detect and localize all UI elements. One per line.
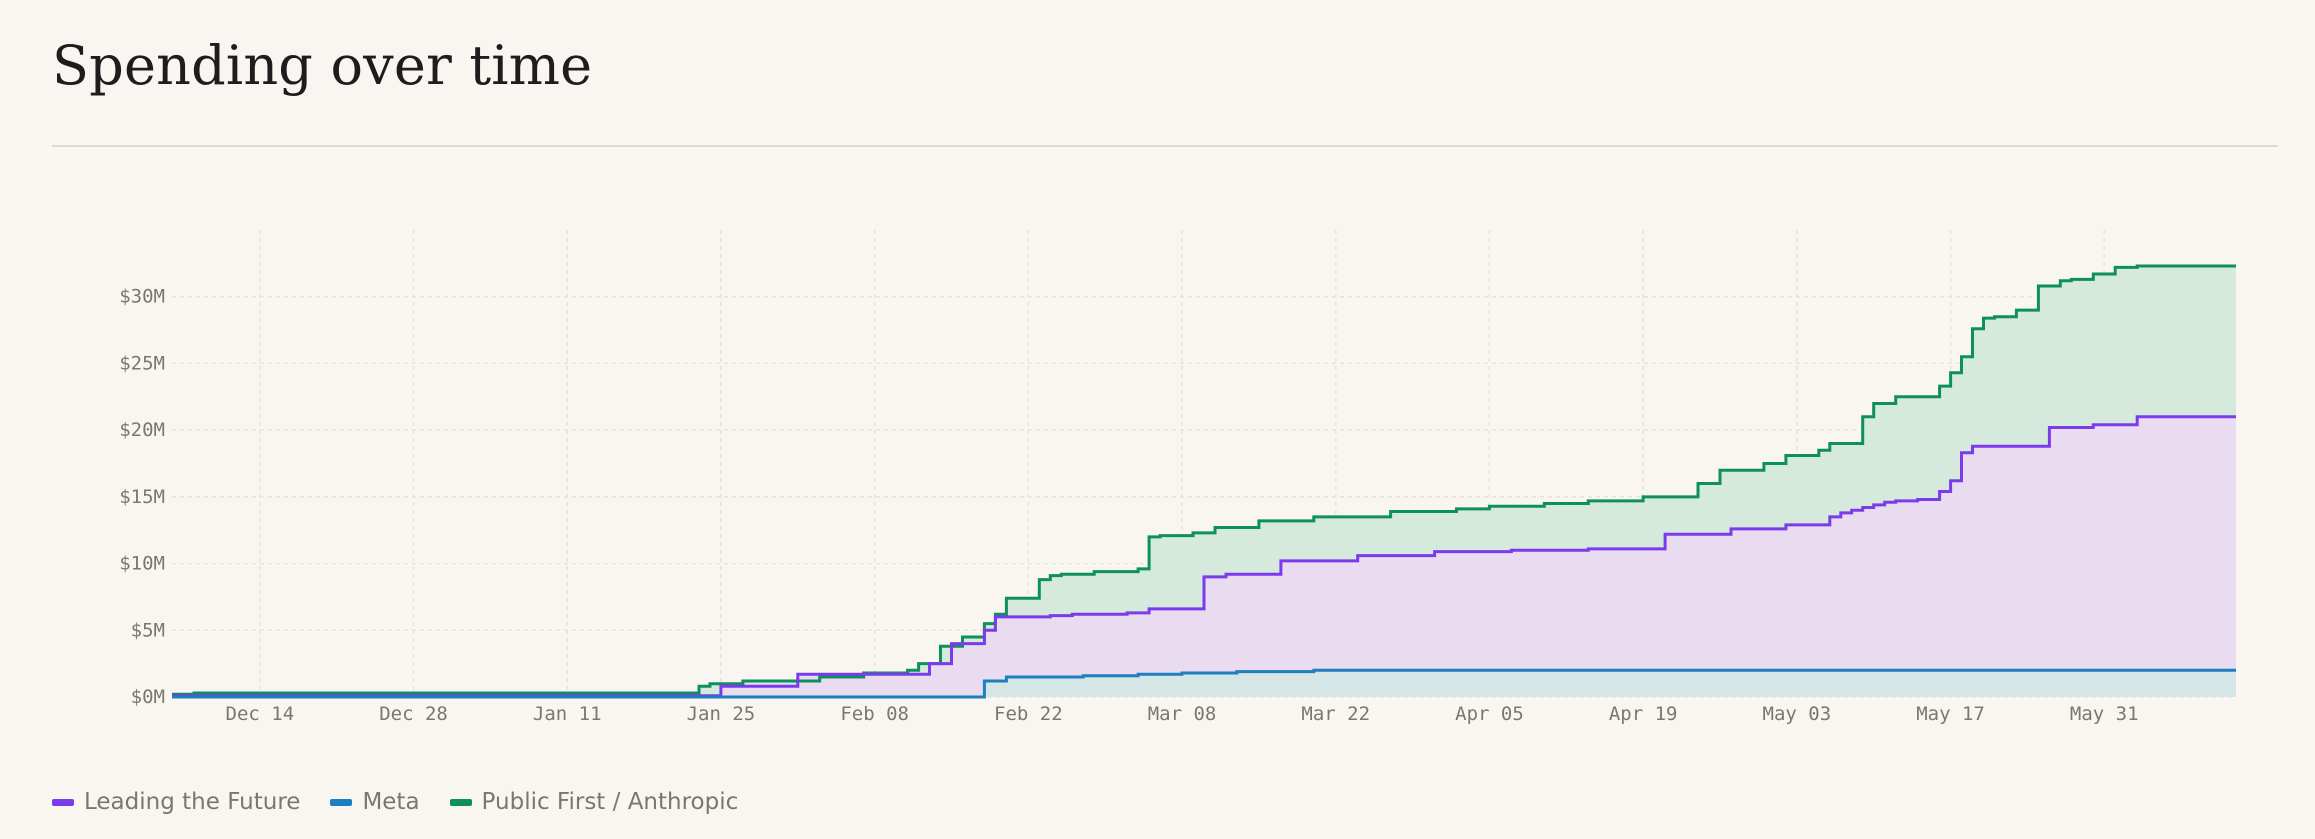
legend-item: Meta: [330, 789, 420, 815]
spending-chart: $0M $5M $10M $15M $20M $25M $30M Dec 14 Dec 28 J…: [119, 230, 2236, 725]
x-tick-label: Apr 19: [1609, 703, 1678, 725]
series-areas: [172, 266, 2236, 697]
area-leading-the-future: [172, 416, 2236, 697]
legend-swatch: [449, 798, 472, 806]
legend-item: Public First / Anthropic: [449, 789, 739, 815]
x-tick-label: Mar 22: [1301, 703, 1370, 725]
x-tick-label: May 03: [1763, 703, 1832, 725]
legend-swatch: [52, 798, 74, 806]
x-tick-label: Dec 14: [226, 703, 295, 725]
legend-label: Public First / Anthropic: [481, 789, 739, 815]
x-tick-label: Dec 28: [379, 703, 448, 725]
x-tick-label: Feb 08: [840, 703, 909, 725]
x-tick-label: May 17: [1916, 703, 1985, 725]
page-title: Spending over time: [52, 34, 593, 97]
legend-label: Meta: [362, 789, 420, 815]
line-public-first-anthropic: [172, 264, 2236, 696]
area-meta: [172, 670, 2236, 697]
x-axis: Dec 14 Dec 28 Jan 11 Jan 25 Feb 08 Feb 22 Mar …: [226, 703, 2139, 725]
legend-swatch: [330, 798, 353, 806]
x-tick-label: May 31: [2070, 703, 2139, 725]
x-tick-label: Apr 05: [1455, 703, 1524, 725]
y-tick-label: $30M: [119, 286, 165, 308]
y-tick-label: $5M: [131, 619, 165, 641]
x-tick-label: Jan 11: [533, 703, 602, 725]
line-meta: [172, 668, 2236, 699]
line-leading-the-future: [172, 415, 2236, 698]
title-divider: [52, 145, 2278, 147]
legend-label: Leading the Future: [84, 789, 301, 815]
y-tick-label: $10M: [119, 553, 165, 575]
x-tick-label: Feb 22: [994, 703, 1063, 725]
y-tick-label: $25M: [119, 352, 165, 374]
x-tick-label: Mar 08: [1148, 703, 1217, 725]
y-tick-label: $0M: [131, 686, 165, 708]
y-tick-label: $20M: [119, 419, 165, 441]
y-tick-label: $15M: [119, 486, 165, 508]
legend-item: Leading the Future: [52, 789, 300, 815]
series-lines: [172, 264, 2236, 699]
x-tick-label: Jan 25: [687, 703, 756, 725]
chart-legend: Leading the Future Meta Public First / Ant…: [52, 789, 768, 815]
y-axis: $0M $5M $10M $15M $20M $25M $30M: [119, 286, 165, 708]
